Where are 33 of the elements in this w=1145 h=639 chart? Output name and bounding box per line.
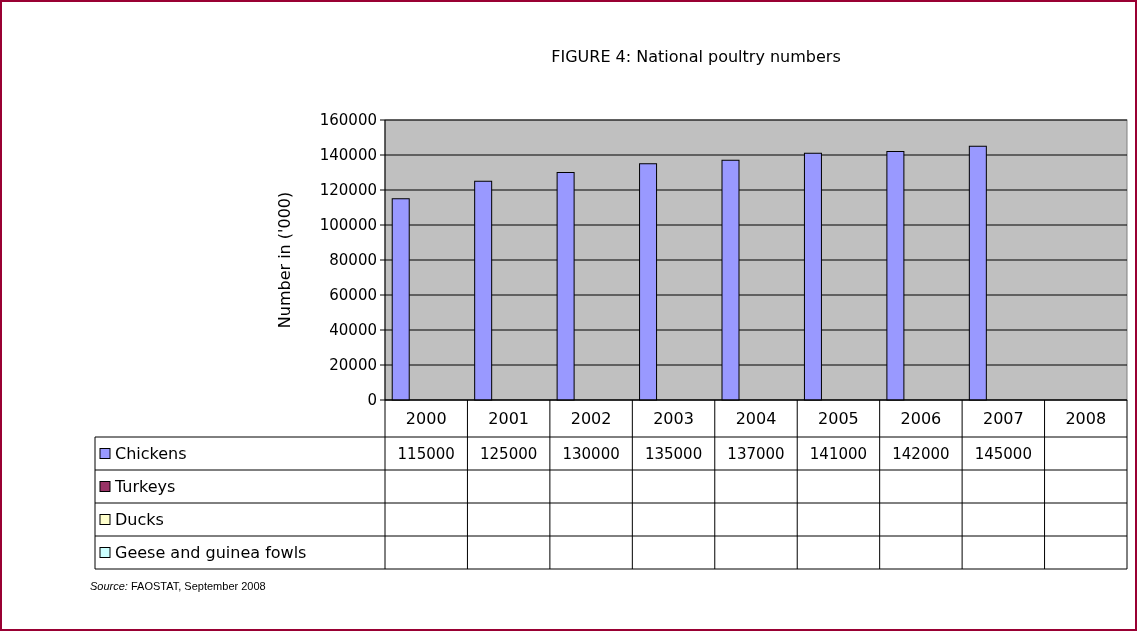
x-tick-label: 2001	[488, 409, 530, 429]
x-tick-label: 2007	[982, 409, 1024, 429]
data-label: 145000	[974, 444, 1032, 463]
y-axis-title: Number in ('000)	[275, 191, 294, 329]
chart-title: FIGURE 4: National poultry numbers	[551, 47, 841, 66]
y-tick-label: 80000	[329, 251, 377, 270]
data-label: 142000	[892, 444, 950, 463]
x-tick-label: 2006	[900, 409, 942, 429]
data-label: 130000	[562, 444, 620, 463]
legend-label: Chickens	[115, 444, 187, 464]
x-tick-label: 2000	[405, 409, 447, 429]
y-tick-label: 0	[367, 391, 377, 410]
data-label: 137000	[727, 444, 785, 463]
y-tick-label: 20000	[329, 356, 377, 375]
y-tick-label: 40000	[329, 321, 377, 340]
legend-label: Turkeys	[114, 477, 176, 497]
source-note: Source: FAOSTAT, September 2008	[90, 580, 266, 592]
x-tick-label: 2004	[735, 409, 777, 429]
y-tick-label: 100000	[319, 216, 377, 235]
data-label: 115000	[397, 444, 455, 463]
x-tick-label: 2005	[818, 409, 859, 429]
data-label: 125000	[480, 444, 538, 463]
legend-label: Geese and guinea fowls	[115, 543, 307, 563]
y-tick-label: 60000	[329, 286, 377, 305]
legend-label: Ducks	[115, 510, 164, 530]
data-label: 135000	[644, 444, 703, 463]
x-tick-label: 2002	[570, 409, 612, 429]
data-label: 141000	[809, 444, 868, 463]
y-tick-label: 160000	[319, 111, 377, 130]
x-tick-label: 2008	[1065, 409, 1107, 429]
y-tick-label: 140000	[319, 146, 377, 165]
x-tick-label: 2003	[653, 409, 694, 429]
y-tick-label: 120000	[319, 181, 377, 200]
